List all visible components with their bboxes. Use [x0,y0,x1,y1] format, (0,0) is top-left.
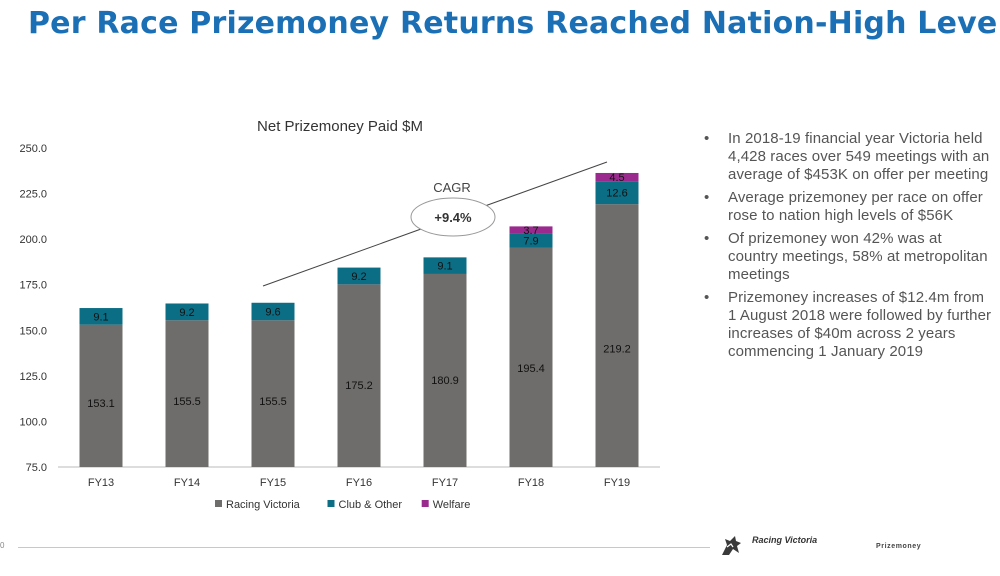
data-label: 12.6 [606,188,627,200]
bar-segment [337,267,381,285]
racing-victoria-logo: Racing Victoria [718,533,838,561]
y-tick-label: 100.0 [19,416,47,428]
legend-swatch [327,500,335,507]
data-label: 4.5 [609,172,624,184]
bar-segment [595,172,639,182]
y-tick-label: 250.0 [19,143,47,155]
bar-segment [165,320,209,467]
data-label: 175.2 [345,380,373,392]
page-number: 0 [0,541,5,550]
y-axis: 75.0 100.0 125.0 150.0 175.0 200.0 225.0 250.0 [19,143,660,474]
chart-title: Net Prizemoney Paid $M [257,118,423,135]
x-tick-label: FY13 [88,477,114,489]
y-tick-label: 125.0 [19,371,47,383]
data-label: 9.2 [179,307,194,319]
bar-segment [79,324,123,467]
bullet-item: • In 2018-19 financial year Victoria held… [704,130,994,184]
bullet-item: • Of prizemoney won 42% was at country me… [704,230,994,284]
data-label: 9.1 [437,261,452,273]
y-tick-label: 175.0 [19,280,47,292]
bar-segment [423,257,467,274]
x-tick-label: FY18 [518,477,544,489]
stacked-bar-chart: Net Prizemoney Paid $M 75.0 100.0 125.0 150… [19,118,660,511]
bullet-item: • Prizemoney increases of $12.4m from 1 A… [704,289,994,361]
bar-segment [337,284,381,467]
cagr-label: CAGR [433,180,471,195]
cagr-value: +9.4% [434,210,472,225]
bar-segment [509,226,553,234]
data-label: 7.9 [523,235,538,247]
data-label: 9.2 [351,271,366,283]
bullet-symbol: • [704,289,710,306]
x-tick-label: FY17 [432,477,458,489]
y-tick-label: 150.0 [19,325,47,337]
x-tick-label: FY14 [174,477,200,489]
bar-segment [595,181,639,205]
bullet-text: Prizemoney increases of $12.4m from 1 Au… [728,289,992,360]
bar-segment [509,247,553,467]
logo-text: Racing Victoria [752,535,818,545]
cagr-ellipse [410,197,496,237]
bullet-symbol: • [704,230,710,247]
bullet-item: • Average prizemoney per race on offer ro… [704,189,994,225]
bullet-text: Of prizemoney won 42% was at country mee… [728,230,988,283]
chart-legend: Racing Victoria Club & Other Welfare [215,499,470,511]
x-axis: FY13 FY14 FY15 FY16 FY17 FY18 FY19 [88,477,630,489]
data-label: 219.2 [603,344,631,356]
footer-divider [18,547,710,548]
bullet-text: Average prizemoney per race on offer ros… [728,189,983,224]
bullet-symbol: • [704,189,710,206]
data-label: 9.6 [265,307,280,319]
y-tick-label: 75.0 [26,462,47,474]
footer-tag: Prizemoney [876,543,922,550]
bar-segment [79,308,123,325]
bullet-list: • In 2018-19 financial year Victoria held… [704,130,994,366]
data-label: 3.7 [523,225,538,237]
legend-label: Racing Victoria [226,499,301,511]
data-label: 195.4 [517,363,545,375]
page-title: Per Race Prizemoney Returns Reached Nati… [28,6,1000,41]
data-label: 155.5 [173,396,201,408]
bar-segment [251,302,295,321]
horse-head-icon [722,536,741,555]
data-label: 153.1 [87,398,115,410]
data-label: 155.5 [259,396,287,408]
legend-swatch [421,500,429,507]
y-tick-label: 200.0 [19,234,47,246]
x-tick-label: FY16 [346,477,372,489]
bar-segment [423,273,467,467]
legend-label: Club & Other [339,499,403,511]
bullet-text: In 2018-19 financial year Victoria held … [728,130,990,183]
bar-segment [165,303,209,321]
x-tick-label: FY15 [260,477,286,489]
bar-segment [595,204,639,468]
x-tick-label: FY19 [604,477,630,489]
bar-segment [509,233,553,248]
y-tick-label: 225.0 [19,189,47,201]
bars: 153.1 9.1 155.5 9.2 155.5 9.6 175.2 9.2 180.9 9.1… [79,172,639,468]
data-label: 180.9 [431,375,459,387]
bar-segment [251,320,295,467]
legend-label: Welfare [433,499,471,511]
legend-swatch [215,500,222,507]
bullet-symbol: • [704,130,710,147]
data-label: 9.1 [93,311,108,323]
